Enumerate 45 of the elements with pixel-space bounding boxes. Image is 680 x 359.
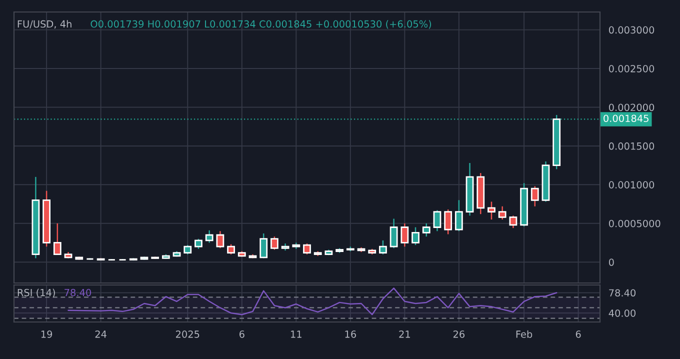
x-tick-label: 24 [95, 330, 106, 338]
candlestick [412, 226, 420, 246]
y-tick-label: 0.0005000 [608, 220, 660, 228]
y-tick-label: 0 [608, 258, 614, 266]
candlestick [509, 215, 518, 229]
ref-line-label: 0.001845 [604, 114, 648, 122]
candlestick [530, 186, 539, 207]
x-tick-label: 19 [41, 330, 52, 338]
annotation: O0.001739 H0.001907 L0.001734 C0.001845 +0.00010530 (+6.05%) [90, 20, 432, 29]
candlestick [400, 222, 409, 248]
candlestick [270, 236, 278, 250]
y-tick-label: 0.001500 [608, 142, 654, 150]
y-tick-label: 0.001000 [608, 181, 654, 188]
candlestick [444, 208, 452, 235]
x-tick-label: 16 [345, 330, 356, 338]
x-tick-label: 21 [399, 330, 410, 338]
annotation: 78.40 [64, 288, 91, 296]
candlestick [53, 222, 62, 256]
candlestick [184, 244, 192, 255]
candlestick [390, 218, 398, 249]
x-tick-label: 11 [291, 330, 302, 338]
y-tick-label: 78.40 [609, 289, 636, 297]
x-tick-label: Feb [516, 330, 532, 338]
candlestick [454, 200, 463, 232]
y-tick-label: 0.003000 [608, 26, 654, 34]
y-tick-label: 0.002500 [608, 65, 654, 72]
candlestick [303, 242, 311, 255]
candlestick [216, 230, 224, 249]
candlestick [422, 222, 430, 238]
candlestick [488, 201, 496, 220]
candlestick [498, 206, 506, 220]
candlestick [194, 238, 202, 250]
text: FU/USD, 4h [18, 20, 72, 29]
candlestick [227, 244, 235, 255]
x-tick-label: 6 [576, 330, 581, 338]
y-tick-label: 0.002000 [608, 104, 654, 112]
x-tick-label: 26 [453, 330, 464, 338]
chart-title: RSI (14) [18, 288, 55, 298]
y-tick-label: 40.00 [608, 309, 636, 317]
x-tick-label: 6 [239, 330, 244, 338]
x-tick-label: 2025 [176, 330, 200, 338]
candlestick [379, 240, 387, 255]
candlestick [260, 232, 268, 259]
candlestick [433, 210, 442, 232]
candlestick [205, 230, 214, 244]
